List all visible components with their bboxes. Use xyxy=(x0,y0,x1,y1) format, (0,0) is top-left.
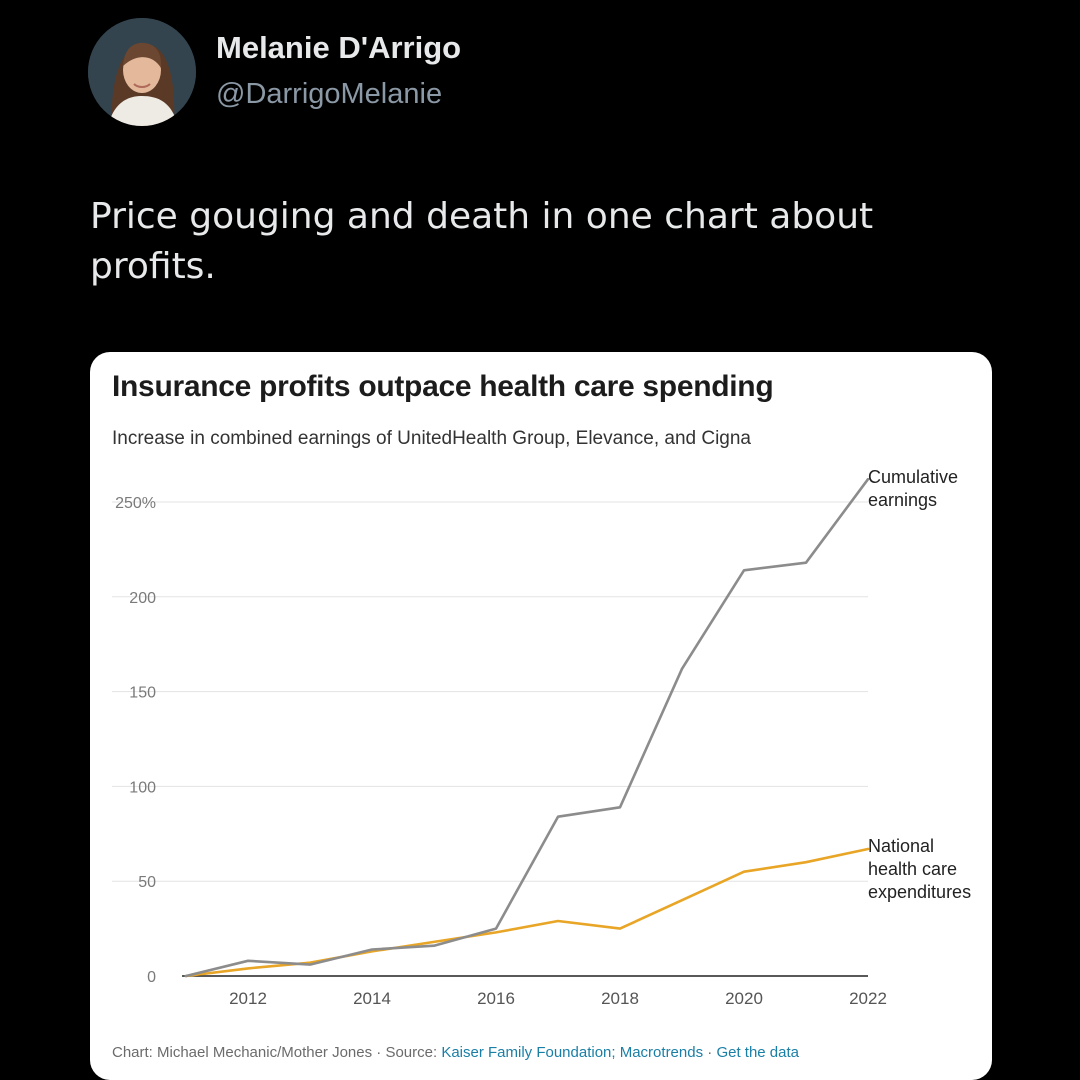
y-tick-label: 200 xyxy=(129,590,156,607)
profile-photo xyxy=(88,18,196,126)
y-tick-label: 250% xyxy=(115,495,156,512)
footer-separator: · xyxy=(703,1044,717,1061)
y-tick-label: 50 xyxy=(138,874,156,891)
x-tick-label: 2020 xyxy=(725,989,763,1008)
chart-title: Insurance profits outpace health care sp… xyxy=(112,370,774,403)
user-handle[interactable]: @DarrigoMelanie xyxy=(216,78,443,110)
chart-image[interactable]: Insurance profits outpace health care sp… xyxy=(90,352,992,1080)
series-line-1 xyxy=(184,847,870,978)
x-tick-label: 2016 xyxy=(477,989,515,1008)
chart-subtitle: Increase in combined earnings of UnitedH… xyxy=(112,428,751,449)
avatar[interactable] xyxy=(88,18,196,126)
x-tick-label: 2018 xyxy=(601,989,639,1008)
series-label-line: National xyxy=(868,835,935,856)
series-label-line: Cumulative xyxy=(868,467,959,488)
x-tick-label: 2014 xyxy=(353,989,391,1008)
display-name[interactable]: Melanie D'Arrigo xyxy=(216,30,462,65)
footer-credit: Chart: Michael Mechanic/Mother Jones · S… xyxy=(112,1044,442,1061)
y-tick-label: 0 xyxy=(147,969,156,986)
x-tick-label: 2022 xyxy=(849,989,887,1008)
y-tick-label: 150 xyxy=(129,685,156,702)
series-label-line: expenditures xyxy=(868,881,972,902)
x-tick-label: 2012 xyxy=(229,989,267,1008)
tweet-text: Price gouging and death in one chart abo… xyxy=(90,196,874,287)
get-the-data-link[interactable]: Get the data xyxy=(716,1044,799,1061)
chart-footer: Chart: Michael Mechanic/Mother Jones · S… xyxy=(112,1044,799,1061)
source-link[interactable]: Kaiser Family Foundation; Macrotrends xyxy=(441,1044,704,1061)
series-label-line: earnings xyxy=(868,490,938,511)
series-line-0 xyxy=(184,477,870,978)
y-tick-label: 100 xyxy=(129,779,156,796)
line-chart: 0 50 100 150 200 250% 2012 2014 2016 2018 2020 2022 xyxy=(112,477,887,1008)
series-label: National health care expenditures xyxy=(868,835,971,904)
series-label-line: health care xyxy=(868,858,958,879)
series-label: Cumulative earnings xyxy=(868,466,958,512)
